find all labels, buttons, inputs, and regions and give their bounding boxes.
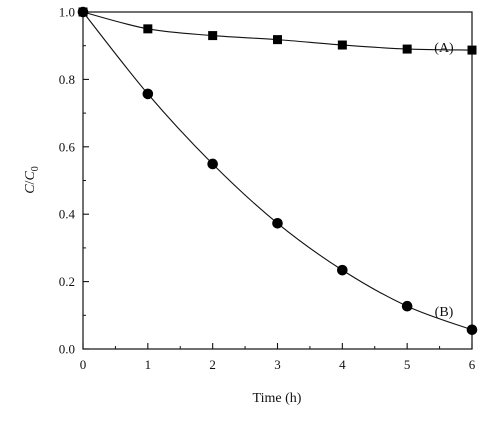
series-b-point: [401, 300, 413, 312]
series-label-a: (A): [434, 41, 454, 56]
series-a-point: [402, 44, 412, 54]
y-tick-label: 1.0: [59, 5, 75, 20]
series-b-point: [272, 217, 283, 229]
series-layer: [77, 6, 478, 336]
y-axis-title-slash: /: [23, 180, 38, 184]
x-tick-label: 6: [469, 357, 476, 372]
series-a-point: [273, 35, 282, 45]
y-axis-ticks: 0.0 0.2 0.4 0.6 0.8 1.0: [59, 5, 89, 357]
y-tick-label: 0.0: [59, 342, 75, 357]
series-a-point: [143, 24, 153, 34]
x-axis-title: Time (h): [253, 391, 302, 406]
y-axis-title-c0: C: [23, 171, 38, 181]
y-tick-label: 0.4: [59, 207, 76, 222]
series-b-point: [207, 158, 218, 170]
series-b-line: [82, 11, 473, 331]
x-tick-label: 5: [404, 357, 411, 372]
series-b-point: [77, 6, 89, 18]
plot-frame: [82, 11, 473, 350]
series-b-point: [466, 324, 478, 336]
x-tick-label: 1: [145, 357, 152, 372]
series-a-point: [208, 31, 218, 41]
x-tick-label: 3: [274, 357, 281, 372]
series-a-line: [82, 11, 473, 51]
y-tick-label: 0.6: [59, 139, 76, 154]
x-tick-label: 4: [339, 357, 346, 372]
x-axis-ticks: 0 1 2 3 4 5 6: [80, 343, 476, 372]
series-b-point: [337, 264, 348, 276]
series-a-point: [337, 40, 347, 50]
y-axis-title: C/C0: [23, 166, 41, 194]
y-axis-title-c: C: [23, 184, 38, 194]
y-tick-label: 0.8: [59, 72, 75, 87]
y-tick-label: 0.2: [59, 274, 75, 289]
series-b-point: [142, 88, 154, 100]
y-axis-title-sub: 0: [30, 166, 41, 171]
x-tick-label: 2: [209, 357, 216, 372]
series-a-point: [467, 45, 477, 55]
series-label-b: (B): [435, 305, 454, 320]
x-tick-label: 0: [80, 357, 87, 372]
